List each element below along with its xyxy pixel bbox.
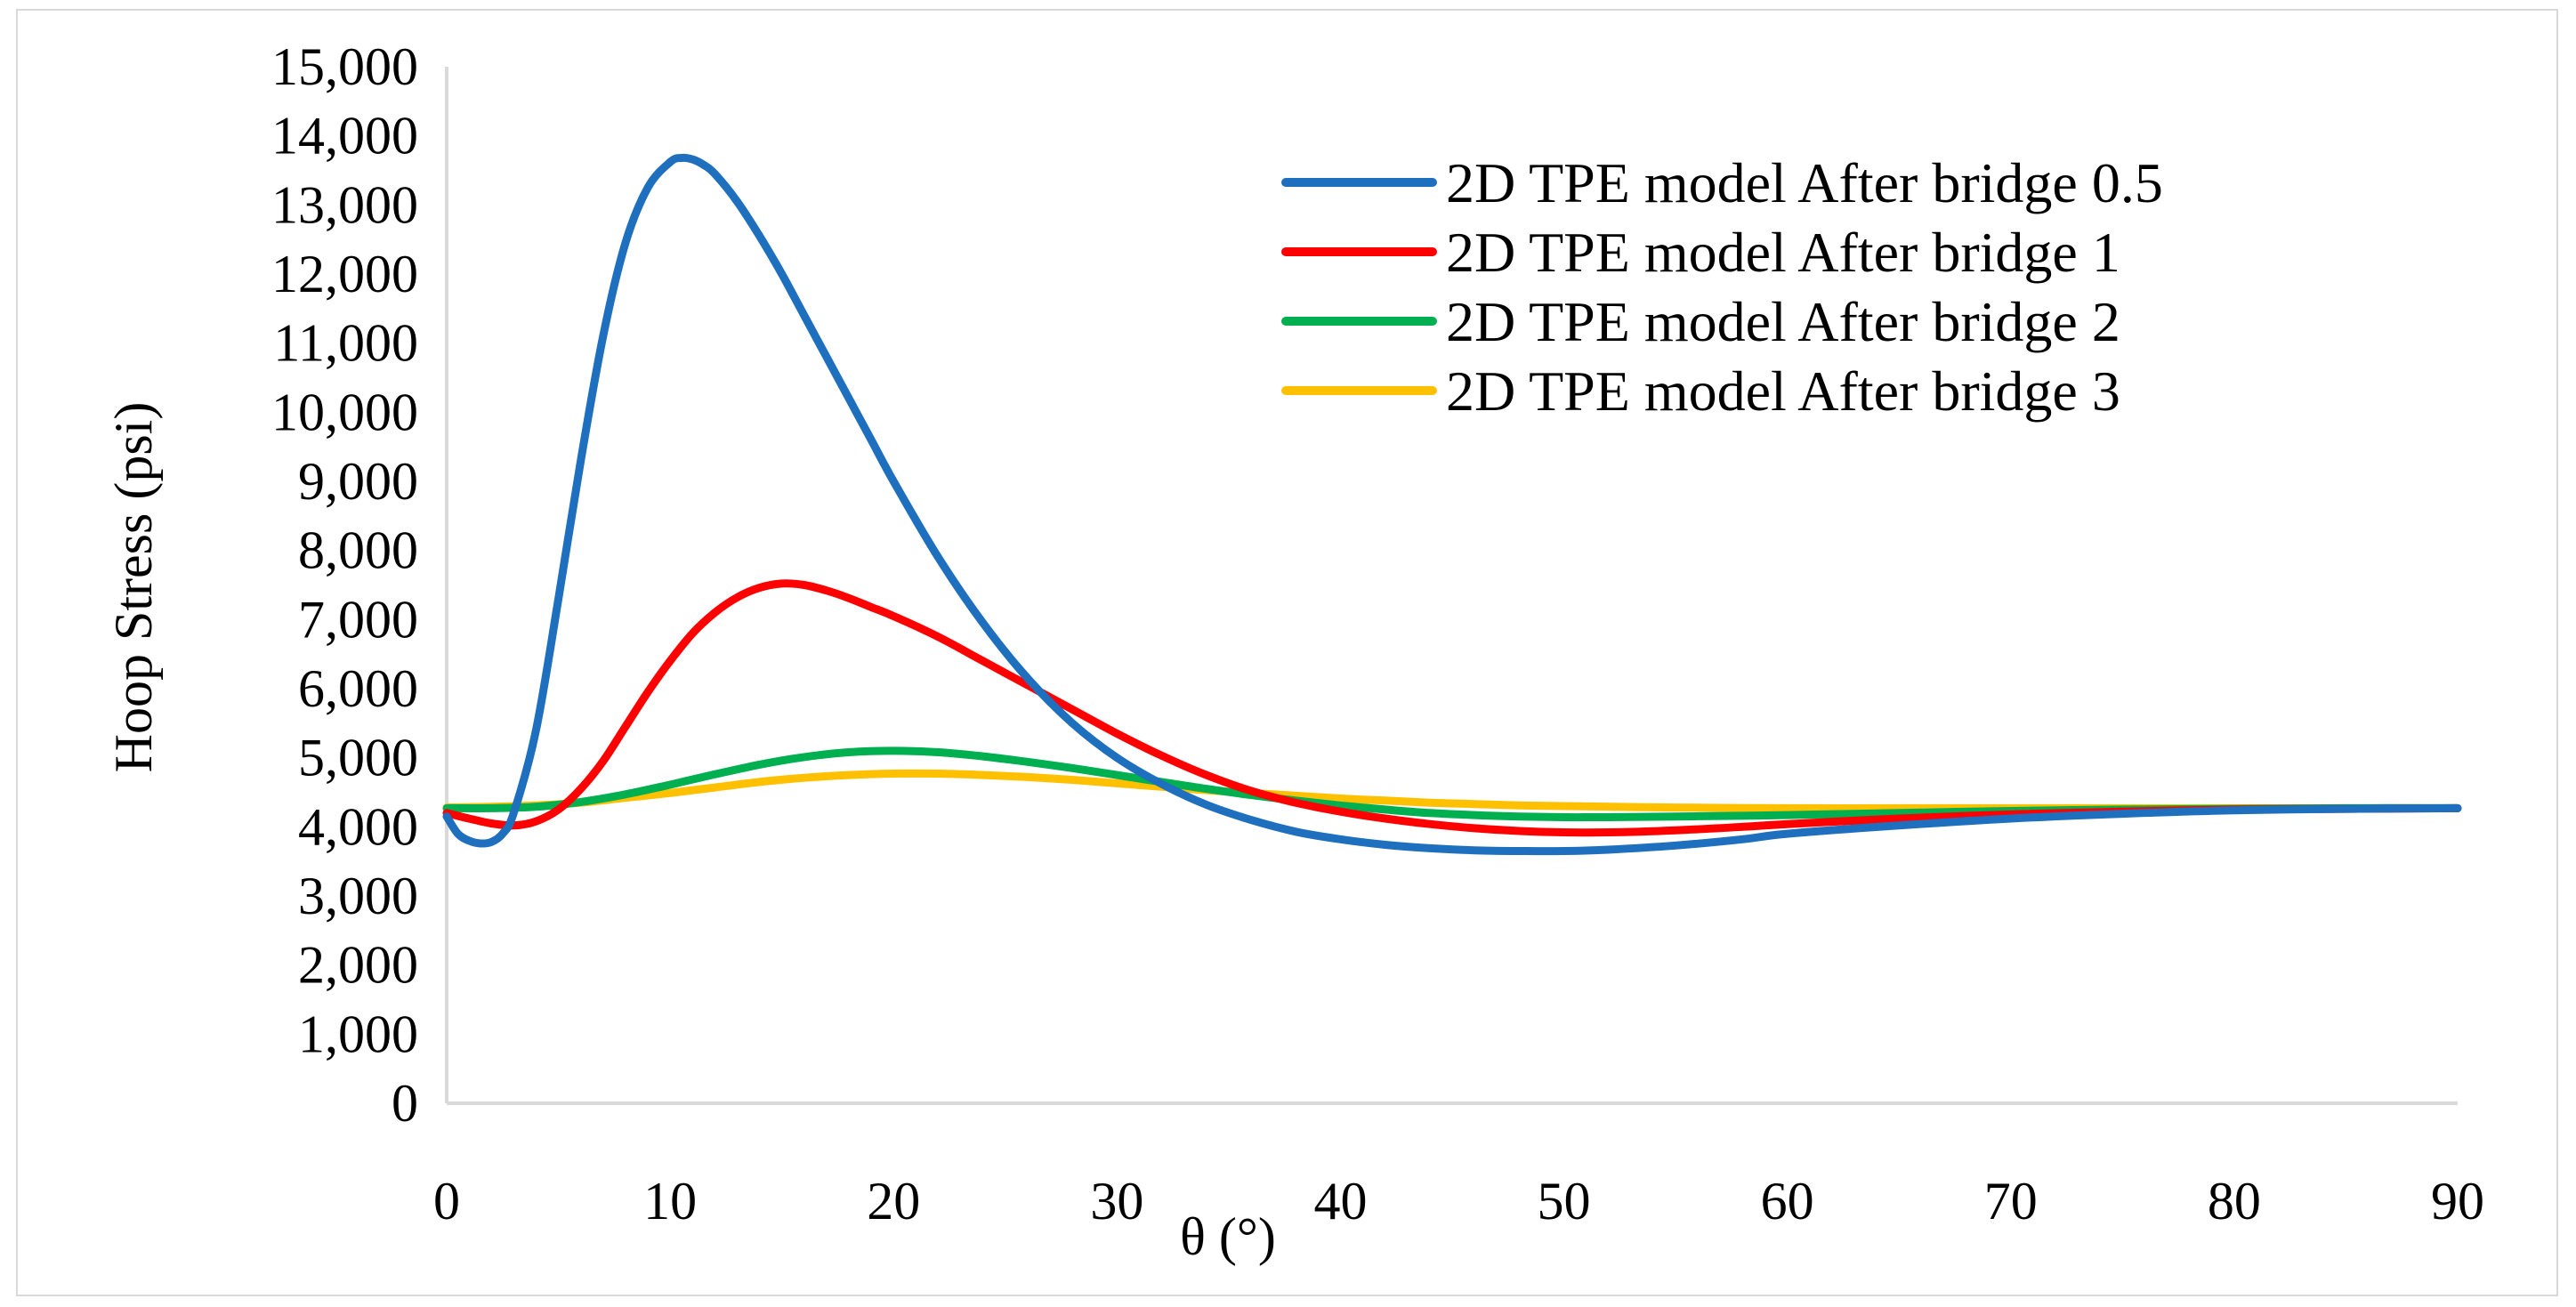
series-lines — [442, 153, 2462, 856]
x-tick-label: 80 — [2208, 1172, 2261, 1230]
x-tick-label: 0 — [433, 1172, 460, 1230]
y-tick-label: 10,000 — [271, 383, 418, 441]
y-tick-label: 11,000 — [273, 314, 418, 373]
y-tick-label: 8,000 — [298, 521, 418, 580]
chart-frame — [16, 9, 2558, 1296]
series-line-2 — [442, 579, 2462, 837]
y-tick-labels: 0 1,000 2,000 3,000 4,000 5,000 6,000 7,000 8,00… — [271, 37, 418, 1133]
series-line-1 — [442, 153, 2462, 856]
y-axis-title: Hoop Stress (psi) — [104, 402, 163, 773]
x-tick-label: 90 — [2431, 1172, 2484, 1230]
legend: 2D TPE model After bridge 0.5 2D TPE mode… — [1281, 151, 2163, 423]
y-tick-label: 6,000 — [298, 659, 418, 718]
y-tick-label: 1,000 — [298, 1004, 418, 1063]
x-tick-label: 30 — [1090, 1172, 1143, 1230]
legend-label-3: 2D TPE model After bridge 2 — [1446, 290, 2120, 353]
legend-label-4: 2D TPE model After bridge 3 — [1446, 359, 2120, 423]
x-tick-label: 20 — [867, 1172, 920, 1230]
legend-label-1: 2D TPE model After bridge 0.5 — [1446, 151, 2163, 214]
y-tick-label: 3,000 — [298, 867, 418, 925]
x-tick-label: 50 — [1538, 1172, 1591, 1230]
axes-group — [445, 67, 2458, 1105]
x-tick-labels: 0 10 20 30 40 50 60 70 80 90 — [433, 1172, 2484, 1230]
y-tick-label: 0 — [392, 1074, 418, 1133]
y-tick-label: 14,000 — [271, 107, 418, 165]
y-tick-label: 7,000 — [298, 590, 418, 649]
y-tick-label: 13,000 — [271, 175, 418, 234]
legend-label-2: 2D TPE model After bridge 1 — [1446, 221, 2120, 284]
y-tick-label: 2,000 — [298, 936, 418, 995]
y-tick-label: 9,000 — [298, 452, 418, 511]
x-tick-label: 40 — [1313, 1172, 1367, 1230]
x-tick-label: 10 — [643, 1172, 697, 1230]
y-tick-label: 12,000 — [271, 245, 418, 303]
y-tick-label: 15,000 — [271, 37, 418, 96]
y-tick-label: 4,000 — [298, 797, 418, 856]
series-line-4 — [442, 769, 2462, 812]
x-axis-title: θ (°) — [1180, 1207, 1276, 1266]
x-tick-label: 70 — [1984, 1172, 2038, 1230]
y-tick-label: 5,000 — [298, 729, 418, 787]
x-tick-label: 60 — [1761, 1172, 1814, 1230]
